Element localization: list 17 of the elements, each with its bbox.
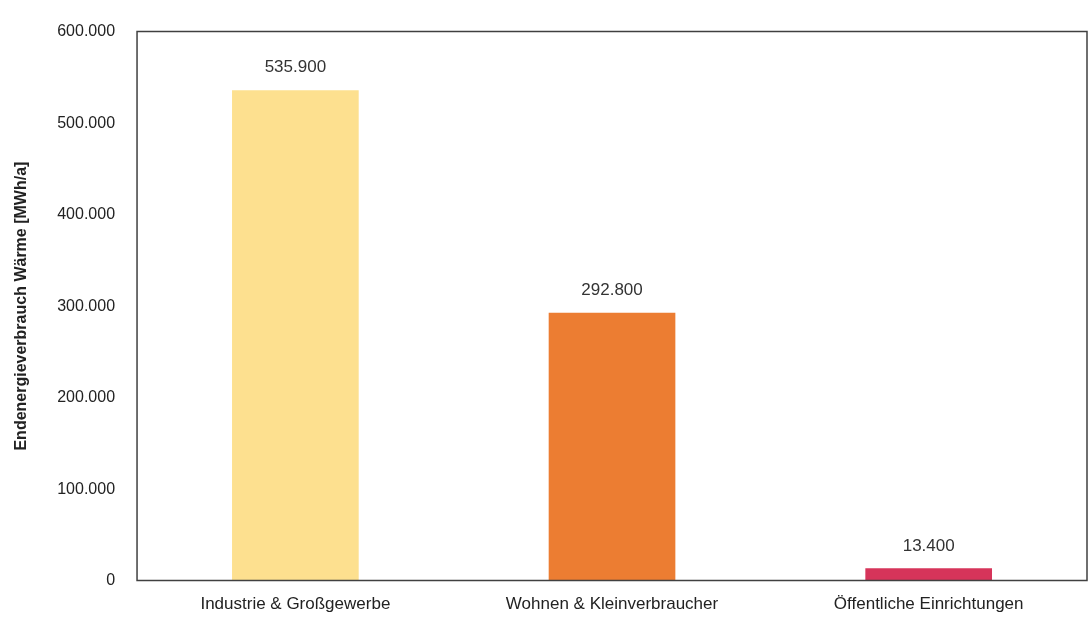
y-tick-label: 100.000: [57, 479, 116, 497]
x-tick-label: Öffentliche Einrichtungen: [833, 594, 1024, 614]
y-tick-label: 600.000: [57, 22, 116, 40]
y-tick-label: 200.000: [57, 388, 116, 406]
data-label: 292.800: [581, 279, 643, 299]
data-label: 535.900: [264, 57, 327, 77]
y-tick-label: 0: [106, 571, 116, 589]
y-tick-label: 500.000: [57, 113, 116, 131]
bar: [232, 90, 359, 581]
x-tick-label: Industrie & Großgewerbe: [200, 594, 391, 614]
y-tick-label: 400.000: [57, 205, 116, 223]
bar: [865, 568, 992, 581]
data-label: 13.400: [902, 535, 955, 555]
y-axis-title: Endenergieverbrauch Wärme [MWh/a]: [12, 161, 30, 451]
y-tick-label: 300.000: [57, 296, 116, 314]
bar: [548, 312, 676, 581]
x-tick-label: Wohnen & Kleinverbraucher: [505, 594, 719, 614]
